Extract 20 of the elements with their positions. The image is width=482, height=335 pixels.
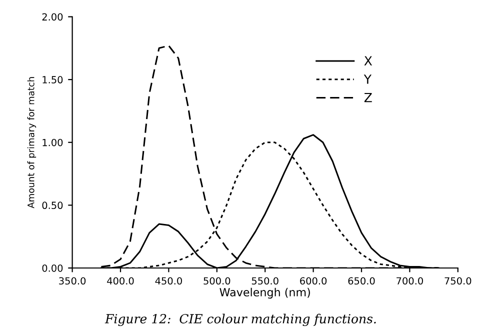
legend-label: Y bbox=[364, 74, 372, 84]
caption: Figure 12: CIE colour matching functions. bbox=[104, 314, 376, 326]
y-tick-label: 1.00 bbox=[42, 138, 63, 146]
x-tick-label: 450.0 bbox=[155, 277, 182, 285]
x-tick-label: 750.0 bbox=[444, 277, 472, 285]
x-tick-label: 400.0 bbox=[107, 277, 134, 285]
y-tick-label: 0.00 bbox=[42, 264, 63, 272]
y-tick-label: 1.50 bbox=[42, 76, 63, 84]
x-tick-label: 650.0 bbox=[348, 277, 375, 285]
legend-label: Z bbox=[364, 93, 372, 102]
y-tick-label: 2.00 bbox=[42, 13, 63, 21]
y-axis-title: Amount of primary for match bbox=[27, 77, 36, 208]
x-tick-label: 350.0 bbox=[59, 277, 86, 285]
x-tick-label: 700.0 bbox=[396, 277, 423, 285]
x-tick-label: 600.0 bbox=[300, 277, 327, 285]
x-tick-label: 550.0 bbox=[252, 277, 278, 285]
legend-label: X bbox=[364, 56, 372, 66]
x-tick-label: 500.0 bbox=[204, 277, 230, 285]
x-axis-title: Wavelengh (nm) bbox=[220, 288, 310, 299]
y-tick-label: 0.50 bbox=[42, 202, 63, 210]
